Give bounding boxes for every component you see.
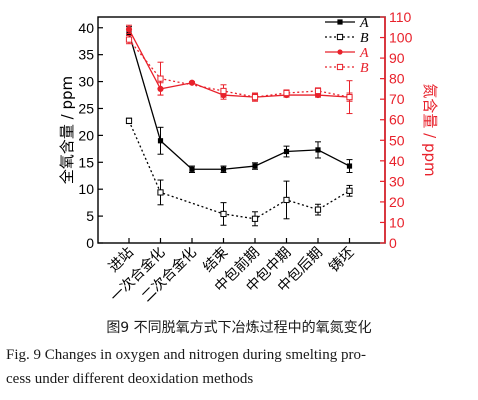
series-line [128, 32, 350, 170]
right-tick-label: 20 [389, 194, 405, 210]
legend-marker [337, 49, 343, 55]
right-tick-label: 0 [389, 235, 397, 251]
legend-label: A [359, 16, 369, 31]
chart: 0 5 10 15 20 25 30 35 40 0 10 20 30 40 50 60 70 80 90 100 1… [58, 9, 439, 305]
series-B-left [125, 117, 353, 227]
data-point [283, 148, 290, 155]
data-point [314, 206, 322, 213]
data-point [251, 94, 259, 101]
data-point [251, 215, 259, 222]
data-point [125, 26, 133, 33]
data-point [314, 87, 322, 95]
left-tick-label: 10 [78, 181, 94, 197]
data-point [283, 196, 290, 204]
x-tick-label: 铸坯 [326, 245, 357, 276]
series-line [128, 29, 350, 98]
left-axis-label: 全氧含量 / ppm [58, 76, 76, 184]
data-point [315, 147, 321, 153]
data-point [189, 166, 195, 172]
data-point [283, 89, 290, 97]
data-point [346, 94, 353, 101]
right-tick-label: 90 [389, 50, 405, 66]
right-tick-label: 40 [389, 153, 405, 169]
left-tick-label: 20 [78, 127, 94, 143]
legend-marker [336, 33, 344, 41]
right-axis-label: 氮含量 / ppm [421, 83, 439, 176]
data-point [157, 189, 164, 196]
right-axis: 0 10 20 30 40 50 60 70 80 90 100 110 [380, 9, 413, 251]
series-layer [125, 24, 353, 227]
legend-label: B [360, 31, 369, 46]
left-tick-label: 30 [78, 74, 94, 90]
right-tick-label: 60 [389, 112, 405, 128]
left-tick-label: 15 [78, 154, 94, 170]
left-tick-label: 0 [86, 235, 94, 251]
data-point [220, 166, 227, 172]
figure-caption-en-line2: cess under different deoxidation methods [6, 371, 254, 387]
legend-marker [337, 19, 343, 25]
data-point [220, 87, 227, 95]
left-axis: 0 5 10 15 20 25 30 35 40 [78, 20, 103, 251]
left-tick-label: 5 [86, 208, 94, 224]
data-point [157, 138, 164, 144]
data-point [346, 163, 353, 169]
data-point [125, 36, 133, 43]
right-tick-label: 10 [389, 214, 405, 230]
data-point [125, 117, 133, 124]
data-point [220, 210, 227, 218]
right-tick-label: 50 [389, 132, 405, 148]
data-point [157, 75, 164, 82]
right-tick-label: 70 [389, 91, 405, 107]
data-point [346, 187, 353, 194]
figure-caption-cn: 图9 不同脱氧方式下冶炼过程中的氧氮变化 [106, 320, 372, 336]
legend-label: B [360, 61, 369, 76]
left-tick-label: 25 [78, 100, 94, 116]
right-tick-label: 100 [389, 30, 413, 46]
right-tick-label: 110 [389, 9, 412, 25]
data-point [252, 163, 258, 169]
right-tick-label: 80 [389, 71, 405, 87]
legend-marker [336, 63, 344, 71]
left-tick-label: 40 [78, 20, 94, 36]
series-A-left [126, 26, 353, 174]
legend-label: A [359, 46, 369, 61]
series-B-right [125, 34, 353, 115]
figure-caption-en-line1: Fig. 9 Changes in oxygen and nitrogen du… [6, 347, 366, 363]
left-tick-label: 35 [78, 47, 94, 63]
right-tick-label: 30 [389, 173, 405, 189]
